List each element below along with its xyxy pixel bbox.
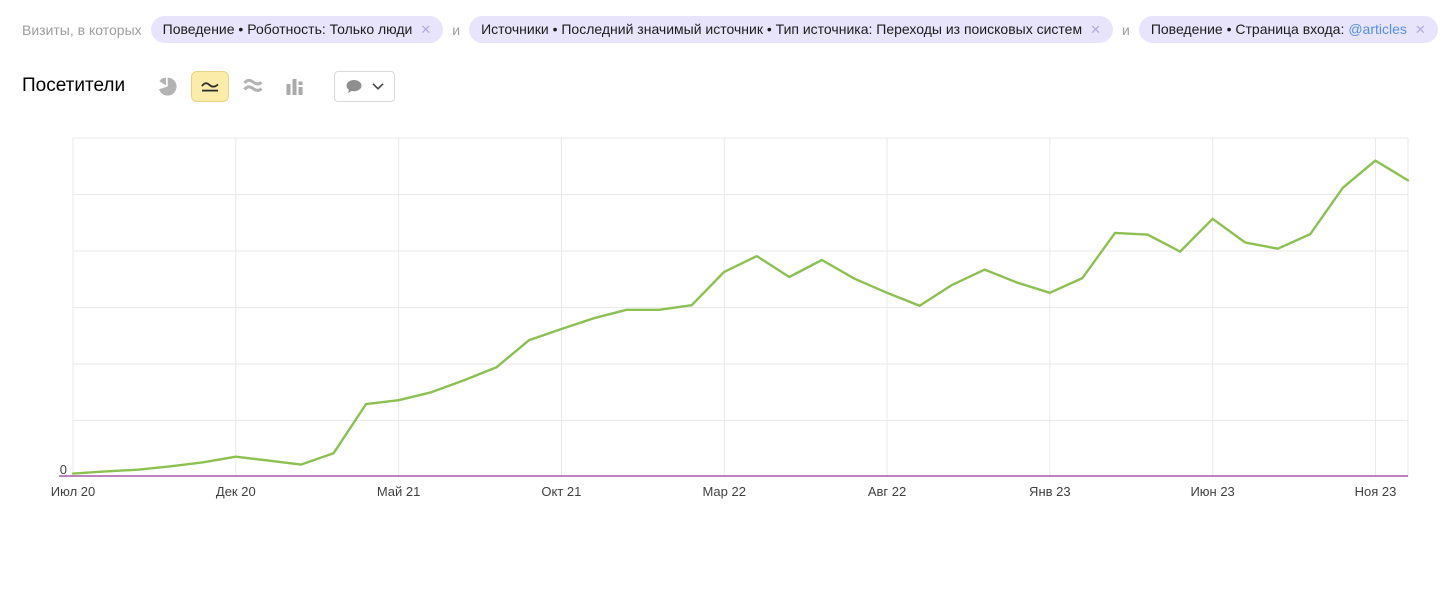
filter-and-separator: и	[452, 21, 461, 38]
x-axis-tick-label: Авг 22	[867, 484, 907, 499]
y-axis-zero-label: 0	[59, 462, 67, 477]
filter-chip-value-link[interactable]: @articles	[1348, 21, 1407, 37]
bar-chart-icon	[286, 78, 303, 95]
x-axis-tick-label: Июл 20	[50, 484, 96, 499]
x-axis-tick-label: Май 21	[376, 484, 421, 499]
filter-chip-label: Источники • Последний значимый источник …	[481, 21, 1083, 37]
filter-and-separator: и	[1121, 21, 1130, 38]
area-chart-icon	[243, 78, 263, 92]
x-axis-tick-label: Мар 22	[702, 484, 746, 499]
filter-chip-robotness[interactable]: Поведение • Роботность: Только люди ✕	[150, 16, 444, 43]
pie-chart-icon	[159, 77, 177, 96]
chart-header: Посетители	[22, 69, 396, 104]
line-chart-icon	[201, 81, 219, 91]
close-icon[interactable]: ✕	[1090, 21, 1101, 37]
filter-chip-landing-page[interactable]: Поведение • Страница входа: @articles ✕	[1138, 16, 1438, 43]
filter-chip-source-type[interactable]: Источники • Последний значимый источник …	[469, 16, 1113, 43]
x-axis-tick-label: Янв 23	[1029, 484, 1071, 499]
x-axis-tick-label: Окт 21	[541, 484, 582, 499]
page-title: Посетители	[22, 75, 126, 96]
filter-prefix-label: Визиты, в которых	[22, 21, 142, 38]
line-chart-button[interactable]	[191, 70, 230, 102]
comment-icon	[346, 79, 362, 93]
annotations-dropdown-button[interactable]	[334, 70, 396, 102]
segment-filter-bar: Визиты, в которых Поведение • Роботность…	[22, 14, 1443, 45]
pie-chart-button[interactable]	[149, 69, 186, 104]
x-axis-tick-label: Ноя 23	[1354, 484, 1397, 499]
x-axis-tick-label: Дек 20	[215, 484, 256, 499]
close-icon[interactable]: ✕	[1414, 21, 1426, 37]
area-chart-button[interactable]	[234, 70, 272, 102]
chevron-down-icon	[372, 82, 384, 90]
visitors-series-line[interactable]	[71, 159, 1410, 475]
filter-chip-label: Поведение • Страница входа:	[1150, 21, 1345, 37]
bar-chart-button[interactable]	[277, 70, 313, 103]
x-axis-tick-label: Июн 23	[1190, 484, 1235, 499]
visitors-chart[interactable]: 0 Июл 20 Дек 20 Май 21 Окт 21 Мар 22 Авг 22 Ян…	[51, 137, 1410, 499]
chart-plot-area[interactable]	[59, 137, 1410, 477]
filter-chip-label: Поведение • Роботность: Только люди	[162, 21, 413, 37]
close-icon[interactable]: ✕	[420, 21, 432, 37]
chart-type-toolbar	[149, 69, 396, 104]
